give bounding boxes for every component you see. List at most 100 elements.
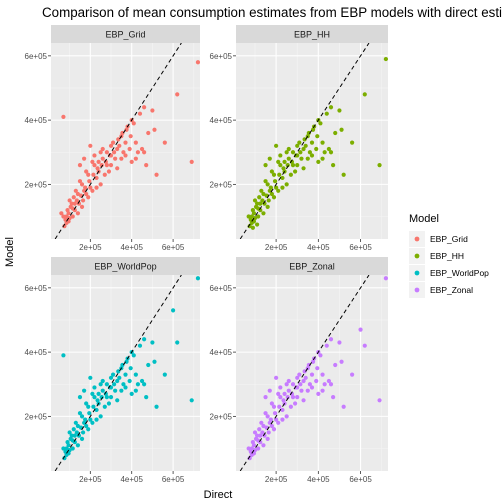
data-point bbox=[314, 378, 319, 384]
data-point bbox=[362, 343, 367, 348]
data-point bbox=[257, 195, 262, 200]
data-point bbox=[295, 394, 300, 400]
data-point bbox=[90, 391, 95, 396]
facet-panel-ebp-worldpop: EBP_WorldPop 2e+05 4e+05 6e+05 2e+05 4e+05 6e+… bbox=[25, 257, 200, 484]
data-point bbox=[276, 420, 281, 425]
data-point bbox=[276, 159, 281, 164]
y-tick-label: 4e+05 bbox=[25, 348, 48, 357]
data-point bbox=[289, 391, 295, 396]
data-point bbox=[110, 140, 116, 145]
data-point bbox=[75, 211, 81, 216]
data-point bbox=[137, 111, 143, 116]
data-point bbox=[318, 121, 323, 126]
data-point bbox=[383, 276, 388, 281]
legend-label: EBP_WorldPop bbox=[430, 268, 489, 278]
data-point bbox=[299, 388, 304, 393]
data-point bbox=[100, 156, 105, 161]
data-point bbox=[328, 382, 334, 387]
data-point bbox=[350, 140, 355, 145]
data-point bbox=[92, 394, 97, 400]
points-ebp-grid bbox=[59, 60, 200, 229]
x-tick-label: 2e+05 bbox=[265, 243, 288, 252]
data-point bbox=[268, 417, 273, 422]
data-point bbox=[94, 407, 99, 413]
data-point bbox=[139, 146, 145, 152]
data-point bbox=[286, 156, 291, 161]
data-point bbox=[281, 398, 286, 403]
data-point bbox=[102, 404, 107, 409]
data-point bbox=[259, 420, 264, 425]
facet-strip bbox=[51, 257, 200, 275]
y-tick-label: 6e+05 bbox=[210, 52, 233, 61]
facet-panel-ebp-hh: EBP_HH 2e+05 4e+05 6e+05 2e+05 4e+05 6e+05 bbox=[210, 25, 388, 252]
legend-entry-ebp-grid: EBP_Grid bbox=[409, 231, 468, 247]
data-point bbox=[108, 162, 114, 168]
data-point bbox=[75, 443, 81, 448]
data-point bbox=[282, 159, 287, 164]
data-point bbox=[310, 359, 316, 364]
data-point bbox=[337, 340, 342, 345]
data-point bbox=[316, 159, 321, 164]
data-point bbox=[96, 159, 101, 164]
data-point bbox=[278, 162, 283, 168]
data-point bbox=[98, 150, 103, 155]
data-point bbox=[127, 378, 132, 384]
data-point bbox=[261, 423, 266, 429]
data-point bbox=[320, 140, 325, 145]
data-point bbox=[113, 156, 118, 161]
data-point bbox=[309, 153, 315, 158]
data-point bbox=[263, 394, 268, 400]
data-point bbox=[98, 414, 103, 419]
data-point bbox=[258, 207, 263, 213]
data-point bbox=[117, 143, 122, 148]
data-point bbox=[250, 439, 255, 445]
data-point bbox=[66, 443, 71, 448]
data-point bbox=[337, 108, 342, 113]
data-point bbox=[328, 150, 334, 155]
facet-strip-label: EBP_HH bbox=[294, 30, 330, 40]
data-point bbox=[328, 337, 334, 342]
data-point bbox=[82, 156, 87, 161]
y-axis-title: Model bbox=[4, 237, 16, 267]
data-point bbox=[90, 188, 95, 193]
data-point bbox=[261, 443, 266, 448]
data-point bbox=[112, 382, 117, 387]
data-point bbox=[309, 140, 315, 145]
data-point bbox=[77, 411, 83, 416]
data-point bbox=[280, 185, 285, 190]
data-point bbox=[61, 353, 66, 358]
x-tick-label: 4e+05 bbox=[307, 243, 330, 252]
x-tick-label: 4e+05 bbox=[120, 243, 143, 252]
data-point bbox=[316, 391, 321, 396]
data-point bbox=[76, 433, 82, 438]
data-point bbox=[127, 146, 132, 152]
y-tick-label: 2e+05 bbox=[25, 180, 48, 189]
data-point bbox=[293, 401, 298, 406]
data-point bbox=[91, 172, 96, 177]
data-point bbox=[268, 185, 273, 190]
data-point bbox=[324, 111, 329, 116]
data-point bbox=[284, 414, 289, 419]
data-point bbox=[271, 404, 277, 409]
data-point bbox=[82, 420, 87, 425]
data-point bbox=[288, 172, 293, 177]
data-point bbox=[251, 211, 257, 216]
y-tick-label: 2e+05 bbox=[210, 180, 233, 189]
data-point bbox=[290, 394, 296, 400]
data-point bbox=[82, 388, 87, 393]
data-point bbox=[59, 211, 64, 216]
data-point bbox=[133, 388, 138, 393]
data-point bbox=[142, 105, 147, 110]
data-point bbox=[309, 385, 315, 390]
data-point bbox=[150, 340, 155, 345]
data-point bbox=[88, 143, 93, 148]
data-point bbox=[377, 162, 382, 168]
data-point bbox=[72, 433, 77, 438]
data-point bbox=[265, 414, 270, 419]
data-point bbox=[92, 385, 97, 390]
data-point bbox=[249, 214, 254, 219]
data-point bbox=[121, 150, 126, 155]
data-point bbox=[79, 182, 85, 187]
y-tick-label: 4e+05 bbox=[25, 116, 48, 125]
